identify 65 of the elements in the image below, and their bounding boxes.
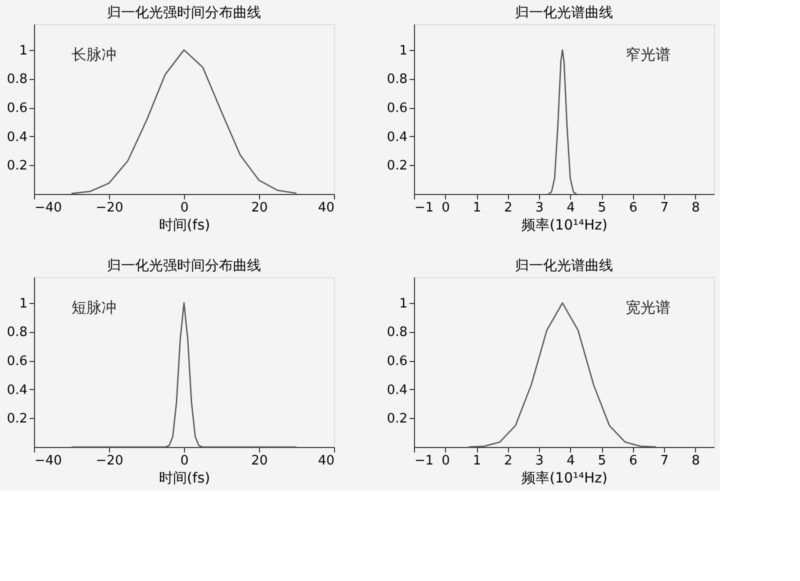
chart-title: 归一化光谱曲线 xyxy=(515,258,613,274)
y-tick-label: 0.6 xyxy=(386,101,408,116)
x-tick-label: 8 xyxy=(692,454,700,468)
x-tick-label: 0 xyxy=(442,454,450,468)
x-axis-title: 频率(10¹⁴Hz) xyxy=(522,470,608,486)
y-tick-label: 0.4 xyxy=(386,130,408,145)
y-tick-label: 1 xyxy=(19,43,28,58)
x-tick-label: 1 xyxy=(472,454,482,468)
annotation: 长脉冲 xyxy=(72,46,116,64)
x-tick-label: 1 xyxy=(472,200,482,216)
x-tick-label: 0 xyxy=(180,200,189,216)
x-tick-label: −40 xyxy=(34,200,62,216)
x-tick-label: 7 xyxy=(660,454,669,468)
y-tick-label: 0.8 xyxy=(6,72,28,88)
x-tick-label: 5 xyxy=(598,200,606,216)
y-tick-label: 0.6 xyxy=(6,101,28,116)
x-axis-title: 时间(fs) xyxy=(158,218,210,234)
y-tick-label: 0.2 xyxy=(6,158,28,174)
x-tick-label: 20 xyxy=(251,200,268,216)
y-tick-label: 0.8 xyxy=(386,325,408,340)
y-tick-label: 0.2 xyxy=(386,158,408,174)
annotation: 宽光谱 xyxy=(626,298,670,317)
x-tick-label: 3 xyxy=(535,200,544,216)
y-tick-label: 1 xyxy=(399,43,408,58)
x-tick-label: 2 xyxy=(504,200,512,216)
x-tick-label: 5 xyxy=(598,454,606,468)
x-tick-label: −1 xyxy=(414,200,434,216)
y-tick-label: 0.4 xyxy=(386,382,408,398)
x-tick-label: −20 xyxy=(96,454,124,468)
x-tick-label: 2 xyxy=(504,454,512,468)
chart-title: 归一化光谱曲线 xyxy=(515,5,613,21)
chart-title: 归一化光强时间分布曲线 xyxy=(107,258,261,274)
x-tick-label: 3 xyxy=(535,454,544,468)
x-tick-label: 8 xyxy=(692,200,700,216)
x-tick-label: 20 xyxy=(251,454,268,468)
chart-title: 归一化光强时间分布曲线 xyxy=(107,5,261,21)
y-tick-label: 0.4 xyxy=(6,382,28,398)
x-tick-label: 0 xyxy=(180,454,189,468)
x-tick-label: −40 xyxy=(34,454,62,468)
y-tick-label: 0.6 xyxy=(6,354,28,370)
y-tick-label: 0.8 xyxy=(386,72,408,88)
x-tick-label: −20 xyxy=(96,200,124,216)
x-tick-label: 40 xyxy=(318,454,334,468)
y-tick-label: 0.2 xyxy=(6,412,28,427)
y-tick-label: 1 xyxy=(399,296,408,312)
y-tick-label: 1 xyxy=(19,296,28,312)
line-series xyxy=(548,49,578,195)
x-tick-label: 4 xyxy=(566,200,575,216)
line-series xyxy=(70,49,298,194)
y-tick-label: 0.4 xyxy=(6,130,28,145)
x-tick-label: −1 xyxy=(414,454,434,468)
x-tick-label: 0 xyxy=(442,200,450,216)
x-tick-label: 6 xyxy=(629,454,638,468)
y-tick-label: 0.6 xyxy=(386,354,408,370)
x-tick-label: 40 xyxy=(318,200,334,216)
x-tick-label: 7 xyxy=(660,200,669,216)
y-tick-label: 0.8 xyxy=(6,325,28,340)
x-axis-title: 时间(fs) xyxy=(158,470,210,486)
x-tick-label: 4 xyxy=(566,454,575,468)
annotation: 短脉冲 xyxy=(72,298,116,317)
y-tick-label: 0.2 xyxy=(386,412,408,427)
line-series xyxy=(70,302,298,448)
x-axis-title: 频率(10¹⁴Hz) xyxy=(522,218,608,234)
x-tick-label: 6 xyxy=(629,200,638,216)
annotation: 窄光谱 xyxy=(626,46,670,64)
